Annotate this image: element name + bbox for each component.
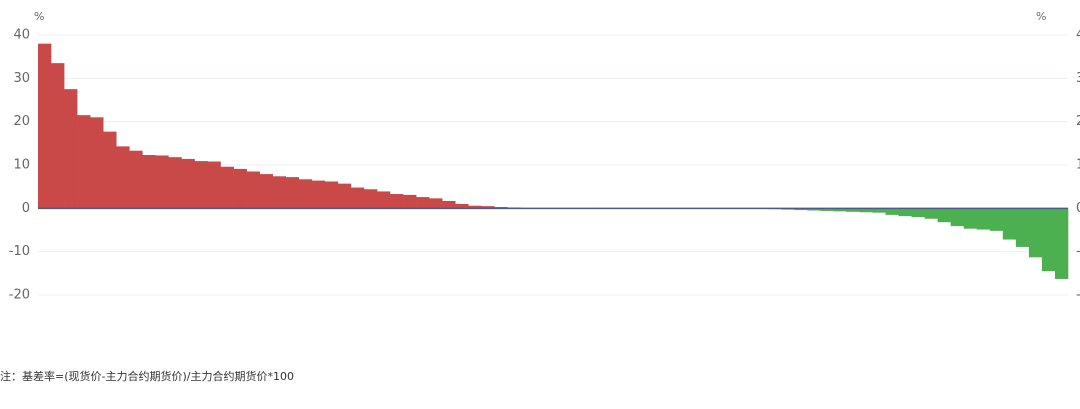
y-tick-label: -10 bbox=[9, 244, 30, 259]
y-tick-label: 20 bbox=[13, 114, 30, 129]
bar bbox=[312, 181, 325, 209]
bar bbox=[899, 208, 912, 216]
y2-tick-label: 30 bbox=[1076, 71, 1080, 86]
bar bbox=[442, 201, 455, 208]
y-tick-label: 30 bbox=[13, 71, 30, 86]
bar bbox=[364, 189, 377, 208]
bar bbox=[77, 115, 90, 208]
y-tick-label: 0 bbox=[22, 201, 30, 216]
bar bbox=[925, 208, 938, 218]
y2-tick-label: -10 bbox=[1076, 244, 1080, 259]
bar bbox=[325, 181, 338, 208]
y2-tick-label: -20 bbox=[1076, 288, 1080, 303]
bar bbox=[1042, 208, 1055, 271]
bar bbox=[938, 208, 951, 222]
bar bbox=[234, 169, 247, 208]
bar bbox=[64, 89, 77, 208]
y2-tick-label: 10 bbox=[1076, 158, 1080, 173]
bar bbox=[142, 155, 155, 208]
bar bbox=[194, 161, 207, 208]
bar bbox=[51, 63, 64, 208]
bar bbox=[338, 184, 351, 209]
bar bbox=[1055, 208, 1068, 279]
y-tick-label: -20 bbox=[9, 288, 30, 303]
bar bbox=[38, 44, 51, 209]
bar bbox=[129, 151, 142, 209]
bar bbox=[155, 155, 168, 208]
bar bbox=[416, 197, 429, 208]
bar bbox=[90, 117, 103, 208]
bar bbox=[247, 172, 260, 209]
y2-tick-label: 20 bbox=[1076, 114, 1080, 129]
bar bbox=[103, 132, 116, 209]
bar bbox=[964, 208, 977, 228]
y2-tick-label: 0 bbox=[1076, 201, 1080, 216]
bar bbox=[168, 157, 181, 208]
bar bbox=[299, 179, 312, 208]
y-unit: % bbox=[34, 10, 44, 23]
bar bbox=[351, 188, 364, 209]
y-tick-label: 10 bbox=[13, 158, 30, 173]
y2-tick-label: 40 bbox=[1076, 28, 1080, 43]
bar bbox=[912, 208, 925, 217]
bar bbox=[1016, 208, 1029, 247]
bar bbox=[885, 208, 898, 215]
bar bbox=[286, 177, 299, 208]
bar bbox=[221, 167, 234, 209]
bar bbox=[1029, 208, 1042, 257]
bar bbox=[207, 162, 220, 209]
bar bbox=[990, 208, 1003, 231]
bar bbox=[181, 159, 194, 208]
bar bbox=[116, 146, 129, 208]
bar bbox=[429, 198, 442, 208]
bar bbox=[377, 191, 390, 208]
bar bbox=[977, 208, 990, 229]
bar bbox=[260, 174, 273, 208]
note: 注：基差率=(现货价-主力合约期货价)/主力合约期货价*100 bbox=[0, 369, 294, 383]
bar bbox=[951, 208, 964, 226]
bar bbox=[390, 194, 403, 208]
bar bbox=[403, 195, 416, 208]
y-tick-label: 40 bbox=[13, 28, 30, 43]
bar bbox=[273, 176, 286, 208]
bar bbox=[1003, 208, 1016, 239]
y2-unit: % bbox=[1036, 10, 1046, 23]
